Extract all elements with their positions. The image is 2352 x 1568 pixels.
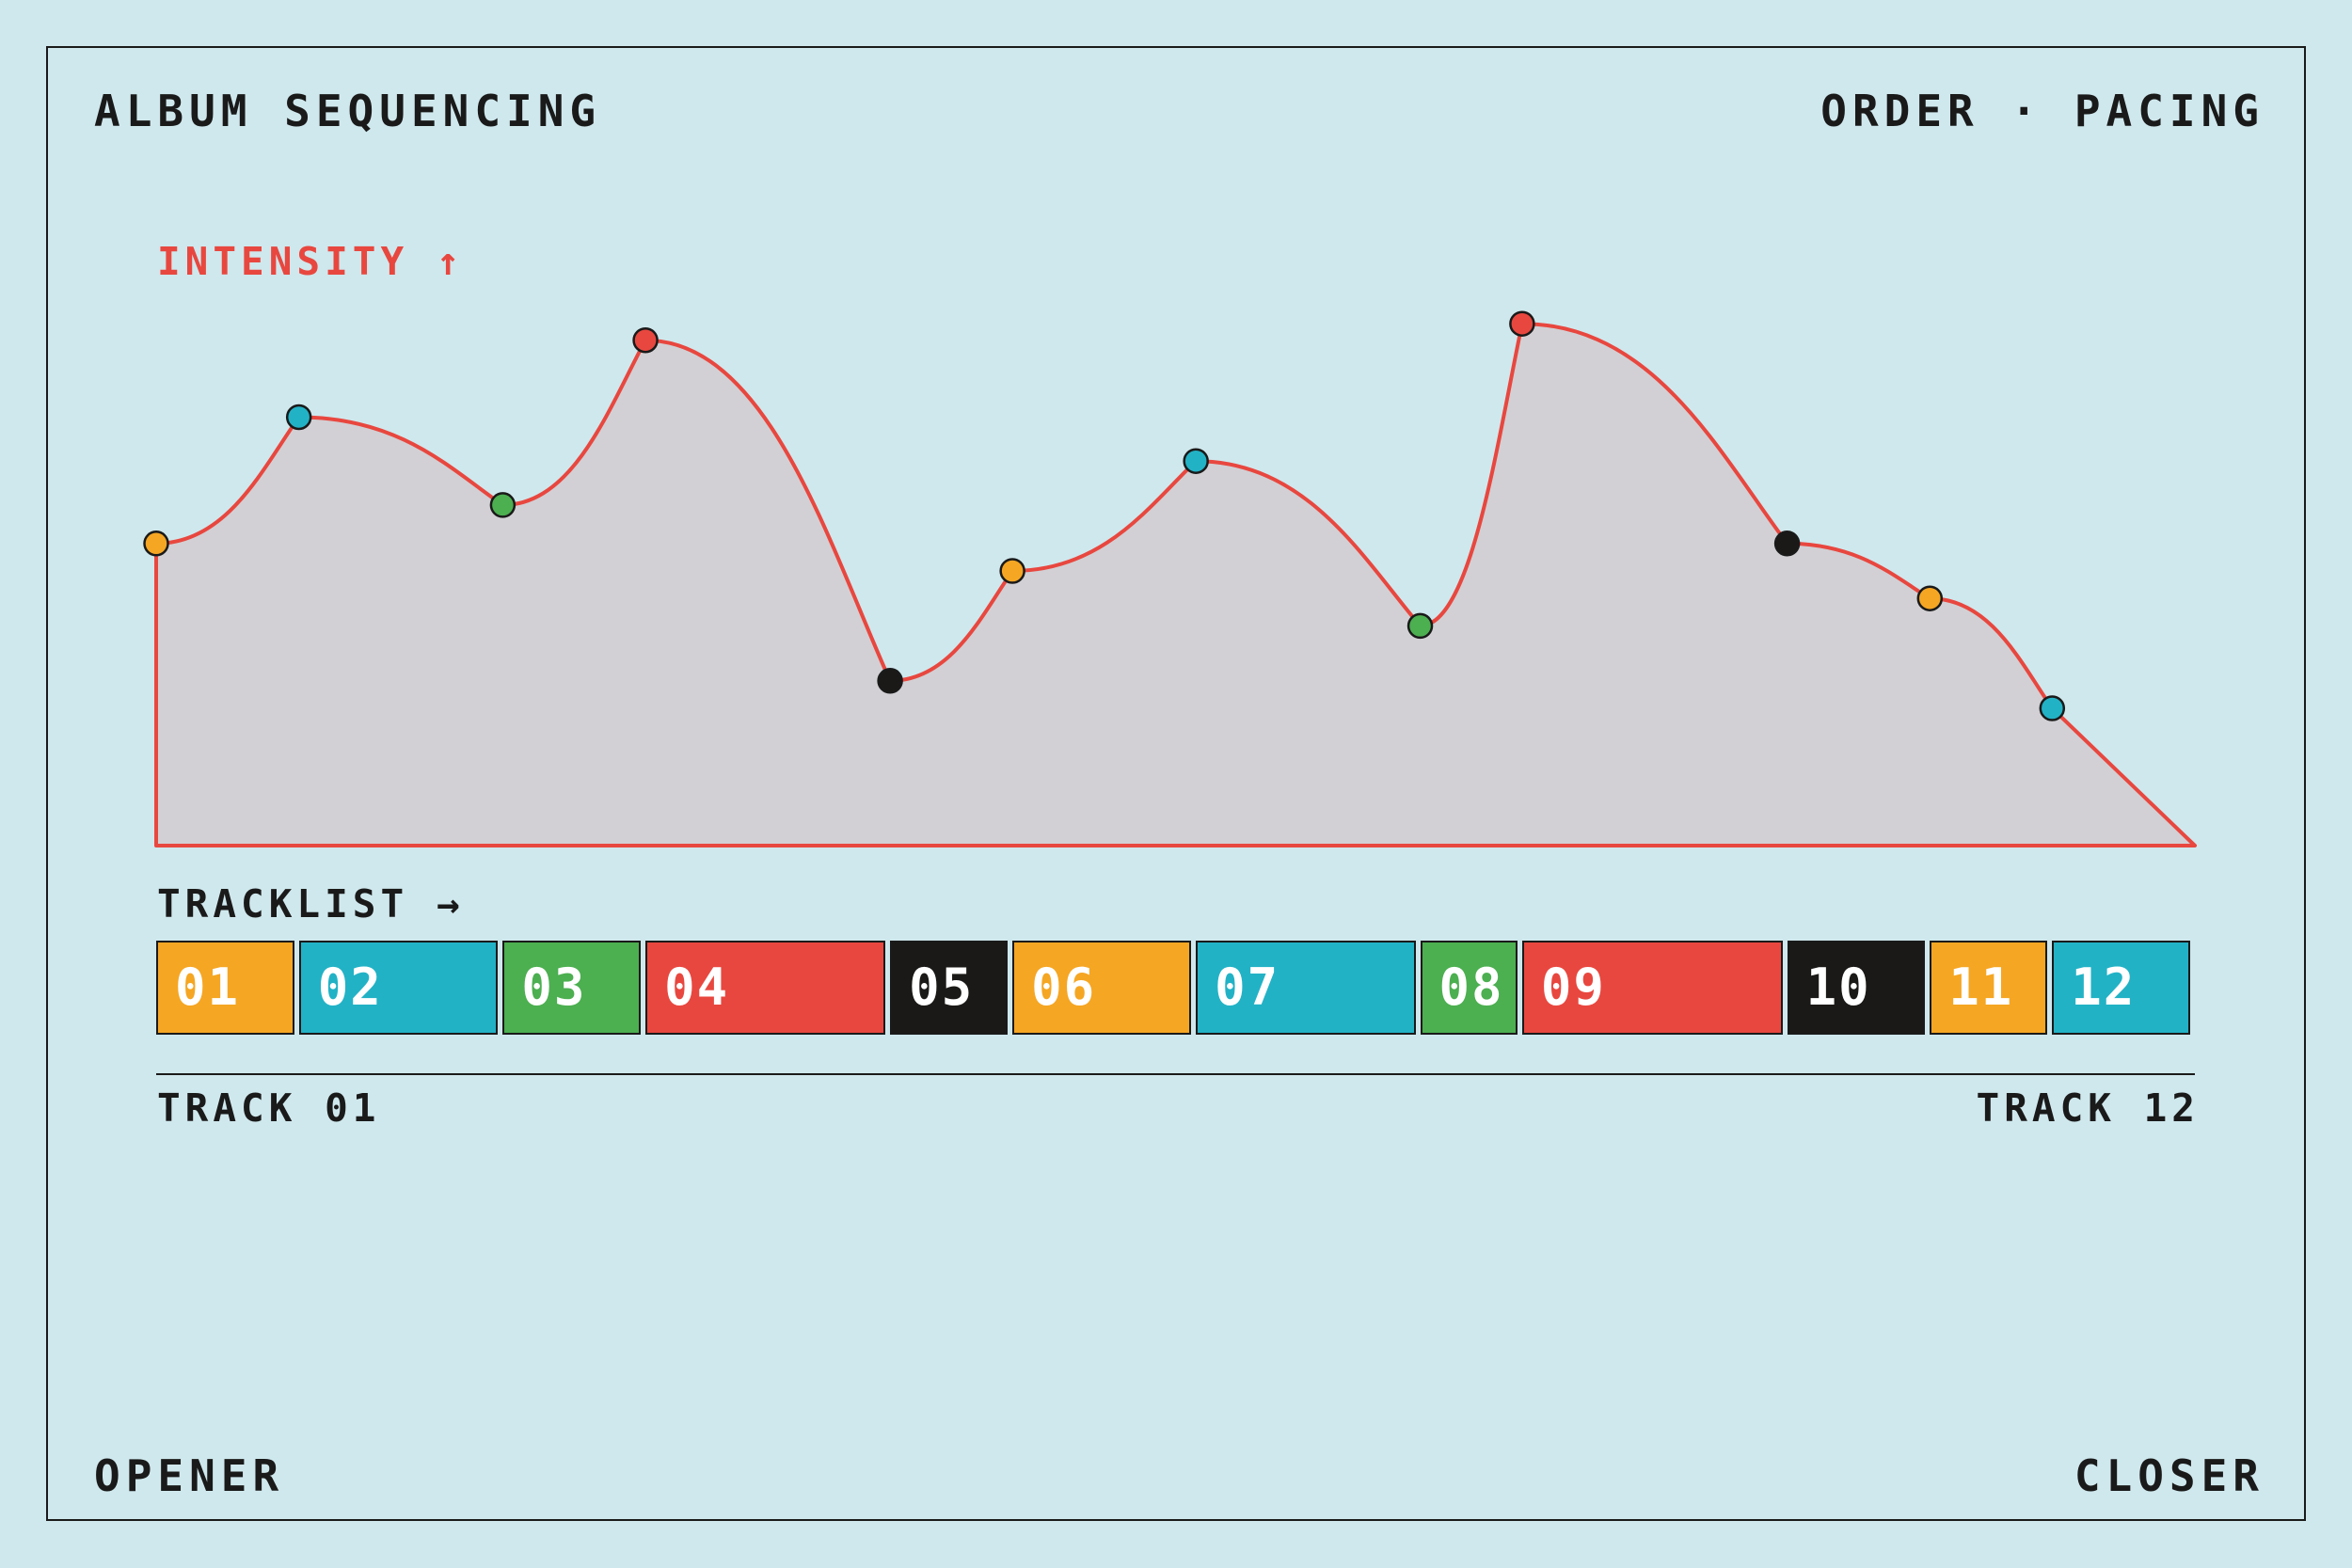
tracklist-divider (156, 1073, 2195, 1075)
track-block: 01 (156, 941, 294, 1035)
track-block: 06 (1012, 941, 1192, 1035)
x-axis-label: TRACKLIST → (157, 881, 465, 927)
y-axis-label: INTENSITY ↑ (157, 239, 465, 284)
track-block: 08 (1420, 941, 1518, 1035)
track-number: 01 (175, 958, 241, 1017)
track-number: 04 (664, 958, 730, 1017)
track-block: 10 (1787, 941, 1926, 1035)
track-number: 05 (909, 958, 975, 1017)
track-block: 09 (1521, 941, 1783, 1035)
track-number: 02 (317, 958, 383, 1017)
page-subtitle: ORDER · PACING (1820, 86, 2265, 136)
footer-closer-label: CLOSER (2074, 1450, 2265, 1501)
track-block: 03 (502, 941, 642, 1035)
track-number: 07 (1215, 958, 1280, 1017)
track-number: 12 (2071, 958, 2137, 1017)
page-title: ALBUM SEQUENCING (94, 86, 602, 136)
range-start-label: TRACK 01 (157, 1085, 381, 1131)
footer-opener-label: OPENER (94, 1450, 285, 1501)
track-block: 12 (2052, 941, 2190, 1035)
track-number: 08 (1438, 958, 1504, 1017)
track-number: 09 (1540, 958, 1606, 1017)
track-block: 05 (890, 941, 1009, 1035)
track-block: 07 (1196, 941, 1416, 1035)
range-end-label: TRACK 12 (1976, 1085, 2200, 1131)
track-block: 02 (298, 941, 499, 1035)
track-block: 04 (645, 941, 886, 1035)
track-number: 10 (1805, 958, 1871, 1017)
poster-frame (46, 46, 2306, 1521)
track-number: 03 (521, 958, 587, 1017)
track-number: 06 (1031, 958, 1097, 1017)
track-number: 11 (1948, 958, 2014, 1017)
track-block: 11 (1930, 941, 2048, 1035)
